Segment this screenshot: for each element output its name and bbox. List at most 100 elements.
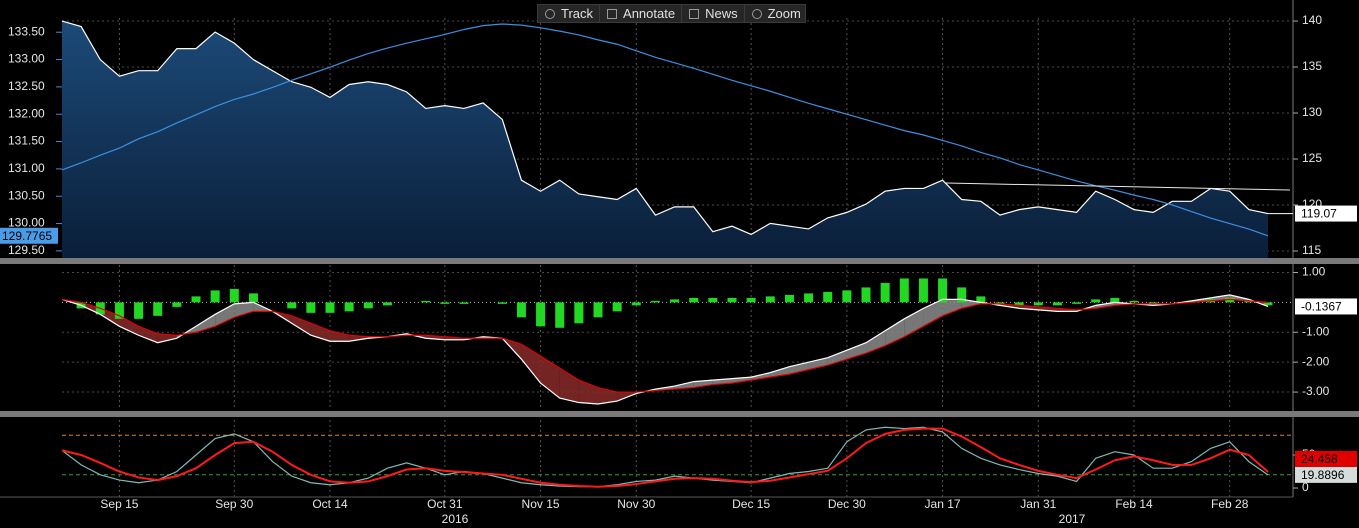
histogram-bar bbox=[229, 288, 239, 303]
band-fill bbox=[846, 342, 866, 360]
band-fill bbox=[904, 308, 924, 337]
band-fill bbox=[942, 299, 962, 316]
x-tick-label: Dec 15 bbox=[732, 497, 770, 511]
track-button[interactable]: Track bbox=[538, 5, 601, 22]
histogram-bar bbox=[765, 296, 775, 303]
histogram-bar bbox=[708, 297, 718, 303]
histogram-bar bbox=[689, 297, 699, 303]
price-line bbox=[61, 20, 1269, 236]
band-fill bbox=[425, 335, 445, 340]
x-tick-label: Feb 14 bbox=[1115, 497, 1153, 511]
band-fill bbox=[885, 318, 905, 346]
news-button[interactable]: News bbox=[682, 5, 745, 22]
x-tick-label: Jan 31 bbox=[1020, 497, 1056, 511]
histogram-bar bbox=[287, 302, 297, 309]
x-tick-label: Feb 28 bbox=[1211, 497, 1249, 511]
band-fill bbox=[808, 357, 828, 370]
histogram-bar bbox=[306, 302, 316, 313]
histogram-bar bbox=[631, 302, 641, 306]
band-fill bbox=[789, 362, 809, 375]
band-fill bbox=[559, 368, 579, 403]
y-tick-label: 133.50 bbox=[8, 24, 45, 38]
y-tick-label: 115 bbox=[1302, 243, 1321, 257]
x-tick-label: Dec 30 bbox=[828, 497, 866, 511]
histogram-bar bbox=[459, 302, 469, 304]
histogram-bar bbox=[191, 296, 201, 303]
band-fill bbox=[196, 314, 216, 333]
histogram-bar bbox=[1033, 302, 1043, 306]
y-tick-label: 140 bbox=[1302, 13, 1322, 27]
y-tick-label: -2.00 bbox=[1302, 354, 1330, 368]
icon bbox=[751, 8, 762, 19]
button-label: Track bbox=[561, 6, 594, 21]
histogram-bar bbox=[1244, 300, 1254, 303]
y-tick-label: 0 bbox=[1302, 480, 1309, 494]
band-fill bbox=[540, 356, 560, 399]
series-line bbox=[61, 427, 1269, 488]
band-fill bbox=[598, 387, 618, 405]
band-fill bbox=[1038, 306, 1058, 312]
histogram-bar bbox=[899, 278, 909, 303]
histogram-bar bbox=[114, 302, 124, 319]
y-tick-label: 130.50 bbox=[8, 188, 45, 202]
zoom-button[interactable]: Zoom bbox=[745, 5, 807, 22]
band-fill bbox=[1019, 305, 1039, 310]
value-tag-label: 24.458 bbox=[1301, 452, 1338, 466]
histogram-bar bbox=[421, 300, 431, 303]
histogram-bar bbox=[784, 294, 794, 303]
annotate-button[interactable]: Annotate bbox=[600, 5, 683, 22]
series-line bbox=[61, 298, 1269, 393]
value-tag bbox=[0, 227, 58, 244]
histogram-bar bbox=[344, 302, 354, 312]
y-tick-label: 131.50 bbox=[8, 134, 45, 148]
band-fill bbox=[100, 308, 120, 327]
histogram-bar bbox=[363, 302, 373, 309]
histogram-bar bbox=[918, 278, 928, 303]
value-tag bbox=[1295, 205, 1357, 222]
band-fill bbox=[923, 299, 943, 327]
histogram-bar bbox=[382, 302, 392, 306]
band-fill bbox=[291, 315, 311, 336]
x-tick-label: Nov 30 bbox=[617, 497, 655, 511]
histogram-bar bbox=[1091, 299, 1101, 303]
histogram-bar bbox=[995, 302, 1005, 304]
toolbar: Track Annotate News Zoom bbox=[537, 4, 806, 23]
histogram-bar bbox=[1263, 302, 1273, 306]
histogram-bar bbox=[1110, 297, 1120, 303]
y-tick-label: 125 bbox=[1302, 151, 1322, 165]
histogram-bar bbox=[248, 293, 258, 303]
histogram-bar bbox=[746, 297, 756, 303]
y-tick-label: 132.00 bbox=[8, 106, 45, 120]
histogram-bar bbox=[134, 302, 144, 319]
x-tick-label: Sep 30 bbox=[215, 497, 253, 511]
price-area bbox=[62, 21, 1268, 259]
y-tick-label: 129.50 bbox=[8, 243, 45, 257]
band-fill bbox=[310, 323, 330, 342]
series-line bbox=[61, 294, 1269, 405]
histogram-bar bbox=[1129, 300, 1139, 303]
histogram-bar bbox=[612, 302, 622, 312]
histogram-bar bbox=[861, 287, 871, 303]
histogram-bar bbox=[153, 302, 163, 316]
histogram-bar bbox=[670, 299, 680, 303]
panel-separator bbox=[0, 258, 1359, 264]
icon bbox=[689, 8, 700, 19]
band-fill bbox=[693, 380, 713, 388]
band-fill bbox=[827, 350, 847, 366]
histogram-bar bbox=[593, 302, 603, 318]
band-fill bbox=[119, 315, 139, 336]
histogram-bar bbox=[1014, 302, 1024, 306]
band-fill bbox=[751, 372, 771, 381]
histogram-bar bbox=[1052, 302, 1062, 306]
histogram-bar bbox=[1072, 302, 1082, 304]
histogram-bar bbox=[210, 290, 220, 303]
button-label: Zoom bbox=[767, 6, 801, 21]
histogram-bar bbox=[823, 291, 833, 303]
x-tick-label: Nov 15 bbox=[522, 497, 560, 511]
y-tick-label: -3.00 bbox=[1302, 384, 1330, 398]
histogram-bar bbox=[650, 300, 660, 303]
histogram-bar bbox=[938, 278, 948, 303]
band-fill bbox=[1095, 302, 1115, 309]
histogram-bar bbox=[976, 296, 986, 303]
